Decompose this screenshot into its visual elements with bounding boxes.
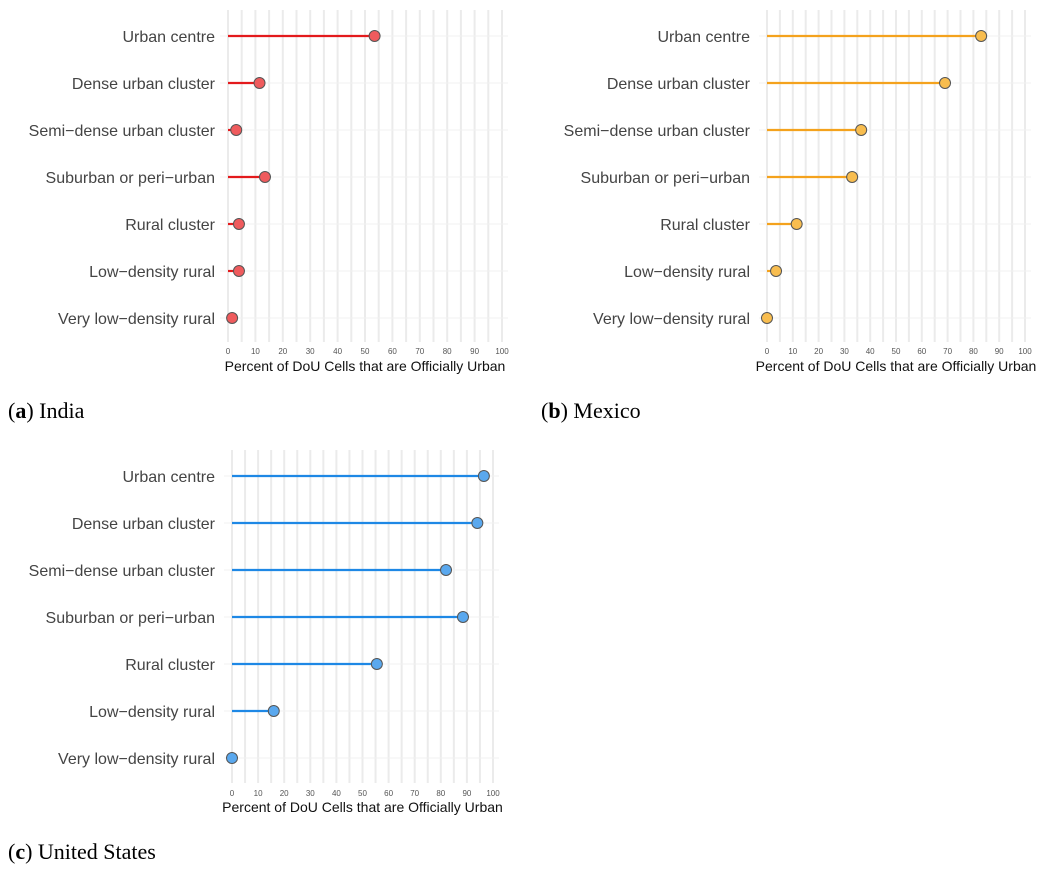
- x-tick-label: 90: [462, 789, 471, 798]
- data-point: [232, 218, 245, 230]
- category-label: Dense urban cluster: [72, 76, 216, 93]
- category-label: Rural cluster: [125, 217, 215, 234]
- category-label: Suburban or peri−urban: [46, 170, 215, 187]
- x-tick-label: 20: [814, 347, 823, 356]
- x-tick-label: 90: [995, 347, 1004, 356]
- data-point: [975, 30, 988, 42]
- x-tick-label: 70: [410, 789, 419, 798]
- x-tick-label: 50: [892, 347, 901, 356]
- panel-caption: (b) Mexico: [541, 398, 641, 423]
- category-label: Low−density rural: [624, 264, 750, 281]
- category-label: Suburban or peri−urban: [581, 170, 750, 187]
- category-label: Rural cluster: [125, 657, 215, 674]
- category-label: Suburban or peri−urban: [46, 610, 215, 627]
- category-label: Semi−dense urban cluster: [29, 123, 216, 140]
- x-tick-label: 0: [765, 347, 770, 356]
- data-point: [232, 265, 245, 277]
- data-point: [471, 517, 484, 529]
- x-tick-label: 10: [251, 347, 260, 356]
- x-tick-label: 0: [226, 347, 231, 356]
- category-label: Very low−density rural: [58, 311, 215, 328]
- x-tick-label: 100: [486, 789, 500, 798]
- data-point: [855, 124, 868, 136]
- x-tick-label: 40: [333, 347, 342, 356]
- panel-c: Urban centre Dense urban cluster Semi−dens…: [8, 450, 503, 864]
- x-tick-label: 100: [1018, 347, 1032, 356]
- x-axis-label: Percent of DoU Cells that are Officially…: [225, 358, 506, 374]
- category-label: Urban centre: [123, 469, 216, 486]
- x-tick-label: 60: [384, 789, 393, 798]
- data-point: [258, 171, 271, 183]
- data-point: [770, 265, 783, 277]
- x-tick-label: 30: [306, 347, 315, 356]
- x-tick-label: 60: [917, 347, 926, 356]
- x-tick-label: 40: [866, 347, 875, 356]
- panel-caption: (a) India: [8, 398, 85, 423]
- panel-letter: a: [15, 398, 26, 423]
- data-point: [761, 312, 773, 324]
- x-tick-label: 70: [415, 347, 424, 356]
- data-point: [939, 77, 952, 89]
- panel-title: Mexico: [573, 398, 640, 423]
- data-point: [368, 30, 381, 42]
- category-label: Very low−density rural: [593, 311, 750, 328]
- category-label: Urban centre: [658, 29, 751, 46]
- x-tick-label: 10: [788, 347, 797, 356]
- panel-letter: b: [548, 398, 560, 423]
- data-point: [477, 470, 490, 482]
- x-tick-label: 10: [254, 789, 263, 798]
- x-axis-label: Percent of DoU Cells that are Officially…: [756, 358, 1037, 374]
- category-label: Dense urban cluster: [72, 516, 216, 533]
- x-tick-label: 80: [443, 347, 452, 356]
- x-tick-label: 30: [840, 347, 849, 356]
- x-tick-label: 20: [278, 347, 287, 356]
- x-tick-label: 50: [358, 789, 367, 798]
- x-tick-label: 80: [436, 789, 445, 798]
- x-tick-label: 60: [388, 347, 397, 356]
- x-tick-label: 80: [969, 347, 978, 356]
- x-tick-label: 100: [495, 347, 509, 356]
- data-point: [456, 611, 469, 623]
- data-point: [790, 218, 803, 230]
- data-point: [267, 705, 280, 717]
- data-point: [226, 752, 238, 764]
- category-label: Urban centre: [123, 29, 216, 46]
- category-label: Dense urban cluster: [607, 76, 751, 93]
- category-label: Very low−density rural: [58, 751, 215, 768]
- x-tick-label: 20: [280, 789, 289, 798]
- x-axis-label: Percent of DoU Cells that are Officially…: [222, 799, 503, 815]
- panel-a: Urban centre Dense urban cluster Semi−dens…: [8, 10, 509, 423]
- x-tick-label: 0: [230, 789, 235, 798]
- panel-title: United States: [38, 839, 156, 864]
- x-tick-label: 70: [943, 347, 952, 356]
- x-tick-label: 50: [361, 347, 370, 356]
- x-tick-label: 90: [470, 347, 479, 356]
- category-label: Rural cluster: [660, 217, 750, 234]
- panel-caption: (c) United States: [8, 839, 156, 864]
- panel-letter: c: [15, 839, 25, 864]
- data-point: [846, 171, 859, 183]
- panel-b: Urban centre Dense urban cluster Semi−dens…: [541, 10, 1036, 423]
- data-point: [226, 312, 239, 324]
- category-label: Semi−dense urban cluster: [564, 123, 751, 140]
- x-tick-label: 40: [332, 789, 341, 798]
- category-label: Low−density rural: [89, 704, 215, 721]
- category-label: Low−density rural: [89, 264, 215, 281]
- category-label: Semi−dense urban cluster: [29, 563, 216, 580]
- data-point: [440, 564, 453, 576]
- x-tick-label: 30: [306, 789, 315, 798]
- data-point: [370, 658, 383, 670]
- panel-title: India: [39, 398, 84, 423]
- data-point: [230, 124, 243, 136]
- data-point: [253, 77, 266, 89]
